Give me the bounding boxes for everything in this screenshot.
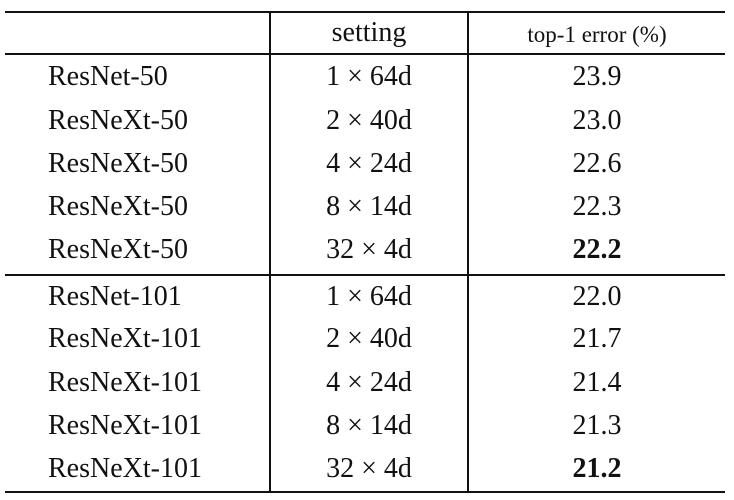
header-rule [5, 53, 725, 55]
top1-error-value: 21.4 [572, 367, 622, 398]
setting-value: 8 × 14d [326, 410, 412, 441]
top1-error-value: 22.2 [572, 234, 622, 265]
top1-error-value: 22.6 [572, 148, 622, 179]
top1-error-value: 22.3 [572, 191, 622, 222]
setting-value: 4 × 24d [326, 367, 412, 398]
model-name: ResNeXt-50 [48, 191, 188, 222]
column-divider-1 [269, 12, 271, 493]
top1-error-value: 23.9 [572, 61, 622, 92]
model-name: ResNeXt-101 [48, 367, 202, 398]
top1-error-value: 21.2 [572, 453, 622, 484]
bottom-rule [5, 491, 725, 493]
group-separator-rule [5, 274, 725, 276]
setting-value: 8 × 14d [326, 191, 412, 222]
top1-error-value: 22.0 [572, 281, 622, 312]
model-name: ResNeXt-101 [48, 323, 202, 354]
model-name: ResNeXt-50 [48, 234, 188, 265]
column-divider-2 [467, 12, 469, 493]
model-name: ResNet-101 [48, 281, 182, 312]
model-name: ResNeXt-101 [48, 453, 202, 484]
header-top1-error: top-1 error (%) [527, 22, 667, 47]
setting-value: 4 × 24d [326, 148, 412, 179]
header-setting: setting [331, 17, 407, 48]
setting-value: 32 × 4d [326, 453, 412, 484]
setting-value: 2 × 40d [326, 105, 412, 136]
model-name: ResNeXt-50 [48, 148, 188, 179]
model-name: ResNeXt-50 [48, 105, 188, 136]
top1-error-value: 23.0 [572, 105, 622, 136]
setting-value: 1 × 64d [326, 61, 412, 92]
top-rule [5, 11, 725, 13]
model-name: ResNeXt-101 [48, 410, 202, 441]
setting-value: 2 × 40d [326, 323, 412, 354]
top1-error-value: 21.7 [572, 323, 622, 354]
setting-value: 32 × 4d [326, 234, 412, 265]
top1-error-value: 21.3 [572, 410, 622, 441]
model-name: ResNet-50 [48, 61, 168, 92]
setting-value: 1 × 64d [326, 281, 412, 312]
